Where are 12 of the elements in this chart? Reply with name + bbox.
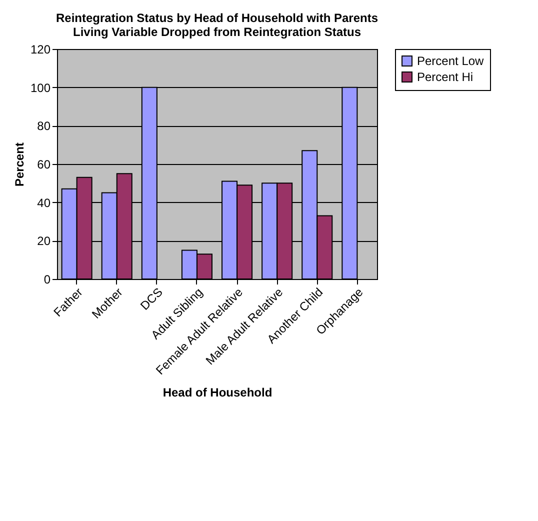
y-tick-label: 80 — [37, 119, 51, 134]
legend-label: Percent Low — [417, 54, 484, 68]
x-axis-title: Head of Household — [162, 385, 272, 400]
chart-title: Reintegration Status by Head of Household with Parents Living Variable Dropped from Reintegration Status — [56, 11, 378, 39]
y-tick-label: 0 — [44, 272, 51, 286]
legend-label: Percent Hi — [417, 70, 474, 84]
y-tick-label: 120 — [30, 42, 51, 56]
y-axis-title: Percent — [12, 142, 26, 187]
y-tick-label: 100 — [30, 80, 51, 95]
y-tick-label: 20 — [37, 234, 51, 248]
y-tick-label: 60 — [37, 158, 51, 172]
y-tick-label: 40 — [37, 196, 51, 210]
